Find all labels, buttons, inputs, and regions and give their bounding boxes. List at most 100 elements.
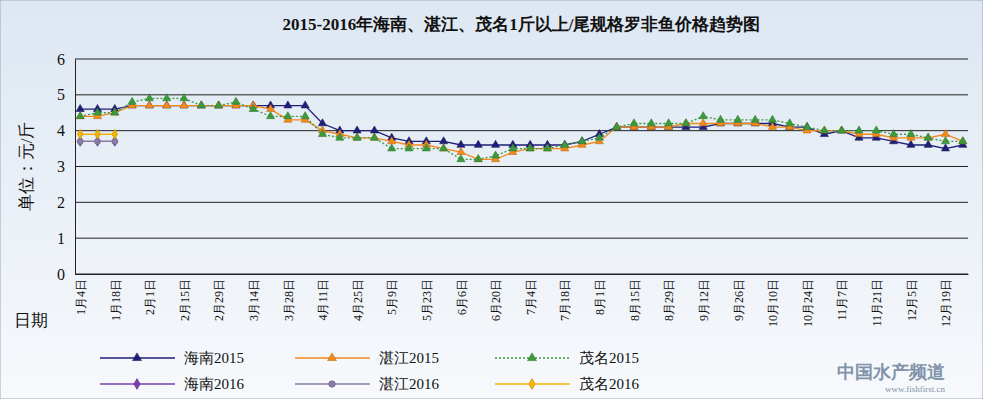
legend-item: 茂名2016 xyxy=(495,376,640,392)
marker xyxy=(388,144,396,151)
marker xyxy=(353,133,361,140)
marker xyxy=(457,148,465,155)
marker xyxy=(578,137,586,144)
marker xyxy=(77,129,83,139)
tick: 1月4日 xyxy=(74,274,88,315)
tick-label: 8月15日 xyxy=(628,279,642,321)
marker xyxy=(768,122,776,129)
tick: 8月15日 xyxy=(628,274,642,321)
tick: 11月7日 xyxy=(835,274,849,321)
marker xyxy=(838,126,846,133)
chart: 2015-2016年海南、湛江、茂名1斤以上/尾规格罗非鱼价格趋势图012345… xyxy=(0,0,983,399)
tick-label: 6 xyxy=(57,51,65,68)
marker xyxy=(301,101,309,108)
tick-label: 2月29日 xyxy=(212,279,226,321)
tick: 7月4日 xyxy=(524,274,538,315)
tick-label: 5月9日 xyxy=(385,279,399,315)
marker xyxy=(95,129,101,139)
legend-item: 湛江2016 xyxy=(295,376,440,392)
tick-label: 0 xyxy=(57,266,65,283)
tick: 1月18日 xyxy=(109,274,123,321)
tick: 8月29日 xyxy=(662,274,676,321)
marker xyxy=(924,133,932,140)
marker xyxy=(613,122,621,129)
marker xyxy=(112,129,118,139)
tick: 10月24日 xyxy=(801,274,815,327)
tick: 2月29日 xyxy=(212,274,226,321)
tick: 4 xyxy=(57,122,75,139)
marker xyxy=(682,119,690,126)
marker xyxy=(855,126,863,133)
tick-label: 11月7日 xyxy=(835,279,849,321)
tick: 11月21日 xyxy=(870,274,884,327)
legend-marker xyxy=(134,379,140,390)
marker xyxy=(699,119,707,126)
tick-label: 12月5日 xyxy=(905,279,919,321)
marker xyxy=(803,122,811,129)
series-line xyxy=(80,98,963,159)
tick-label: 8月1日 xyxy=(593,279,607,315)
marker xyxy=(215,101,223,108)
marker xyxy=(803,122,811,129)
series-line xyxy=(80,106,963,160)
marker xyxy=(163,94,171,101)
grid-line xyxy=(75,94,968,95)
legend-marker xyxy=(528,353,537,361)
marker xyxy=(526,144,534,151)
axis-title: 日期 xyxy=(14,311,48,330)
marker xyxy=(457,155,465,162)
tick-label: 10月24日 xyxy=(801,279,815,327)
marker xyxy=(907,130,915,137)
tick: 8月1日 xyxy=(593,274,607,315)
legend-label: 茂名2015 xyxy=(579,350,639,366)
watermark-url: www.fishfirst.cn xyxy=(885,384,945,394)
tick-label: 3 xyxy=(57,158,65,175)
tick-label: 3月28日 xyxy=(282,279,296,321)
marker xyxy=(717,115,725,122)
tick-label: 9月12日 xyxy=(697,279,711,321)
axis-title: 单位：元/斤 xyxy=(17,122,36,212)
legend-label: 海南2016 xyxy=(184,376,245,392)
marker xyxy=(405,144,413,151)
tick-label: 11月21日 xyxy=(870,279,884,327)
tick-label: 2 xyxy=(57,194,65,211)
legend-item: 海南2016 xyxy=(100,376,245,392)
marker xyxy=(941,144,949,151)
marker xyxy=(145,101,153,108)
marker xyxy=(388,137,396,144)
marker xyxy=(353,126,361,133)
tick: 3 xyxy=(57,158,75,175)
tick-label: 4月11日 xyxy=(316,279,330,321)
legend: 海南2015湛江2015茂名2015海南2016湛江2016茂名2016 xyxy=(100,350,640,392)
marker xyxy=(751,115,759,122)
marker xyxy=(474,140,482,147)
marker xyxy=(215,101,223,108)
marker xyxy=(492,140,500,147)
marker xyxy=(595,133,603,140)
tick: 3月28日 xyxy=(282,274,296,321)
tick: 9月26日 xyxy=(732,274,746,321)
marker xyxy=(509,144,517,151)
marker xyxy=(941,137,949,144)
axis-line xyxy=(76,274,969,275)
marker xyxy=(613,122,621,129)
marker xyxy=(422,144,430,151)
legend-marker xyxy=(328,353,337,361)
marker xyxy=(232,97,240,104)
marker xyxy=(180,101,188,108)
marker xyxy=(370,126,378,133)
marker xyxy=(959,137,967,144)
tick-label: 5 xyxy=(57,86,65,103)
marker xyxy=(543,144,551,151)
marker xyxy=(699,112,707,119)
marker xyxy=(786,119,794,126)
marker xyxy=(440,137,448,144)
tick: 4月11日 xyxy=(316,274,330,321)
tick: 10月10日 xyxy=(766,274,780,327)
marker xyxy=(267,105,275,112)
marker xyxy=(318,130,326,137)
background xyxy=(0,0,983,399)
marker xyxy=(197,101,205,108)
marker xyxy=(284,101,292,108)
tick: 6月20日 xyxy=(489,274,503,321)
